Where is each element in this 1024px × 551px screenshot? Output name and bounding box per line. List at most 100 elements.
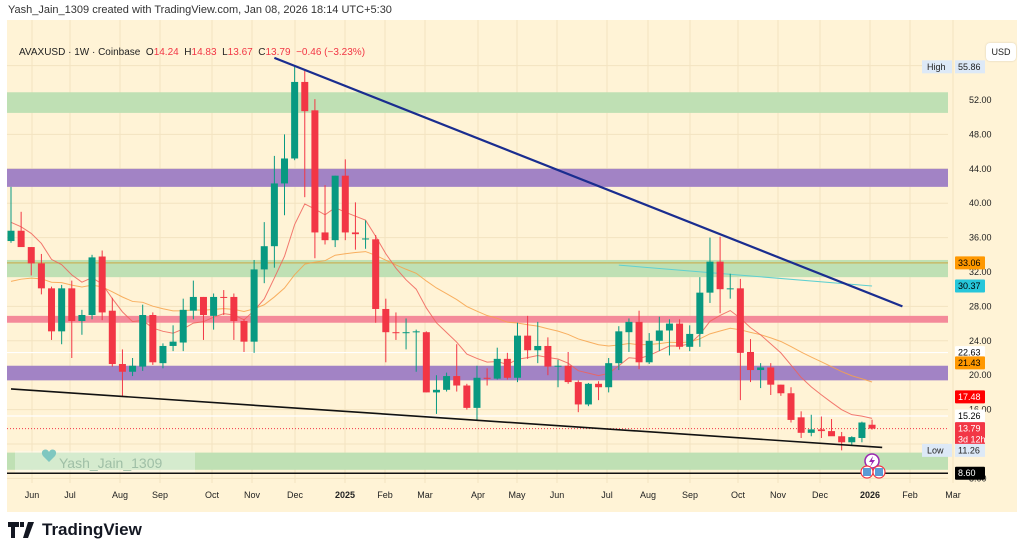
x-tick-label: Mar: [945, 490, 961, 500]
candle-body: [645, 340, 653, 363]
candle: [382, 298, 390, 363]
open-label: O: [145, 47, 154, 58]
candle-body: [605, 363, 613, 388]
x-tick-label: 2026: [860, 490, 880, 500]
candle: [534, 321, 542, 364]
x-tick-label: Oct: [731, 490, 746, 500]
candle-body: [58, 288, 66, 332]
low-label: L: [222, 47, 228, 58]
candle-body: [868, 424, 876, 429]
candle-body: [767, 367, 775, 385]
y-tick-label: 20.00: [969, 370, 992, 380]
zone-band: [7, 92, 948, 113]
candle: [767, 363, 775, 395]
candle-body: [574, 382, 582, 405]
candle: [412, 329, 420, 372]
candle-body: [665, 323, 673, 331]
candle: [493, 347, 501, 380]
price-badge-bg: [955, 466, 985, 480]
candle: [220, 290, 228, 315]
candle-body: [817, 429, 825, 432]
trendline-upper: [273, 56, 903, 308]
price-badge: 21.43: [958, 358, 981, 368]
candle: [665, 319, 673, 356]
x-tick-label: Mar: [417, 490, 433, 500]
candle: [108, 297, 116, 367]
chart-credit: Yash_Jain_1309 created with TradingView.…: [8, 4, 392, 16]
price-badge-bg: [955, 346, 985, 360]
candle-body: [139, 315, 147, 367]
candle: [149, 312, 157, 365]
price-badge: 30.37: [958, 281, 981, 291]
candle-body: [655, 330, 663, 341]
low-value-bg: [955, 443, 985, 457]
chart-area[interactable]: Yash_Jain_1309 Jun Jul Aug Sep Oct Nov Dec 2025 F…: [7, 20, 1017, 512]
x-tick-label: 2025: [335, 490, 355, 500]
price-badge-countdown: 3d 12h: [958, 435, 986, 445]
flag-glyph-icon: [863, 468, 871, 476]
candle: [189, 280, 197, 320]
candle-body: [858, 422, 866, 438]
candle: [706, 237, 714, 303]
high-label: High: [927, 62, 946, 72]
candle: [58, 284, 66, 345]
x-tick-label: Aug: [112, 490, 128, 500]
candle: [230, 293, 238, 340]
tradingview-logo-icon: [8, 522, 34, 538]
candle-body: [564, 365, 572, 383]
candle: [27, 247, 35, 276]
candle: [362, 220, 370, 249]
candle: [655, 316, 663, 352]
candle-body: [240, 321, 248, 342]
low-value: 13.67: [227, 47, 253, 58]
x-tick-label: Dec: [287, 490, 304, 500]
candle: [645, 333, 653, 365]
candle-body: [351, 232, 359, 235]
candle: [210, 293, 218, 330]
candle: [696, 277, 704, 347]
currency-button[interactable]: USD: [986, 43, 1016, 61]
candle: [88, 254, 96, 320]
candle: [514, 322, 521, 383]
candle-body: [48, 288, 56, 332]
candle-body: [706, 261, 714, 293]
price-badge: 13.79: [958, 424, 981, 434]
candle-body: [595, 383, 603, 388]
x-tick-label: Jul: [601, 490, 613, 500]
candle-body: [422, 332, 430, 393]
candle: [291, 66, 299, 161]
x-tick-label: Dec: [812, 490, 829, 500]
candle: [311, 99, 319, 259]
candle: [817, 416, 825, 438]
ma-long-line: [618, 264, 873, 287]
candle-body: [118, 364, 126, 372]
candle-body: [676, 323, 684, 347]
candle: [270, 155, 278, 268]
candle-body: [838, 436, 846, 443]
candle-body: [432, 389, 440, 393]
tradingview-logo[interactable]: TradingView: [8, 520, 142, 540]
x-tick-label: Jul: [64, 490, 76, 500]
candle: [351, 202, 359, 250]
close-value: 13.79: [265, 47, 291, 58]
watermark-text: Yash_Jain_1309: [59, 455, 162, 471]
candle-body: [514, 335, 521, 378]
candle-body: [443, 376, 451, 390]
candle-body: [392, 332, 400, 334]
candle: [129, 358, 137, 377]
candle-body: [483, 377, 491, 379]
x-tick-label: Oct: [205, 490, 220, 500]
low-value: 11.26: [958, 445, 980, 455]
candle: [199, 296, 207, 340]
candle-body: [493, 358, 501, 379]
candle: [48, 286, 56, 340]
y-tick-label: 24.00: [969, 336, 992, 346]
price-badge-bg: [955, 390, 985, 404]
candle: [858, 421, 866, 443]
candle: [422, 331, 430, 393]
candle-body: [149, 315, 157, 363]
candlestick-chart[interactable]: Yash_Jain_1309 Jun Jul Aug Sep Oct Nov Dec 2025 F…: [7, 20, 1017, 512]
y-tick-label: 36.00: [969, 233, 992, 243]
x-tick-label: Nov: [770, 490, 787, 500]
candle: [402, 318, 410, 350]
